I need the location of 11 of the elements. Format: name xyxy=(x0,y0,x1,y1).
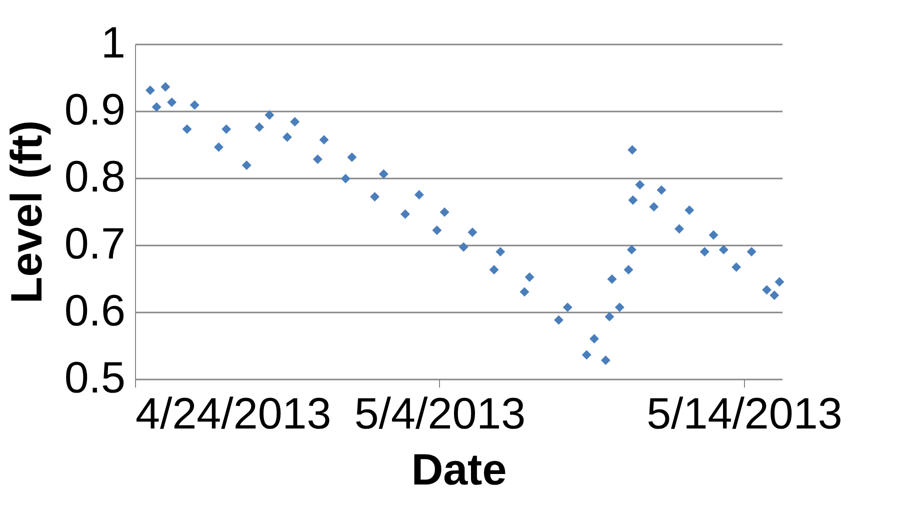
y-tick-label: 0.8 xyxy=(64,152,126,202)
y-axis-title: Level (ft) xyxy=(2,120,52,304)
x-axis-title: Date xyxy=(411,446,507,494)
x-tick-label: 4/24/2013 xyxy=(136,390,332,438)
y-tick-label: 0.5 xyxy=(64,354,126,402)
x-tick-label: 5/4/2013 xyxy=(354,390,526,438)
y-tick-label: 0.9 xyxy=(64,86,126,134)
y-tick-label: 1 xyxy=(101,18,126,68)
x-tick-label: 5/14/2013 xyxy=(646,390,842,438)
y-tick-label: 0.6 xyxy=(64,286,126,336)
y-tick-label: 0.7 xyxy=(64,220,126,268)
